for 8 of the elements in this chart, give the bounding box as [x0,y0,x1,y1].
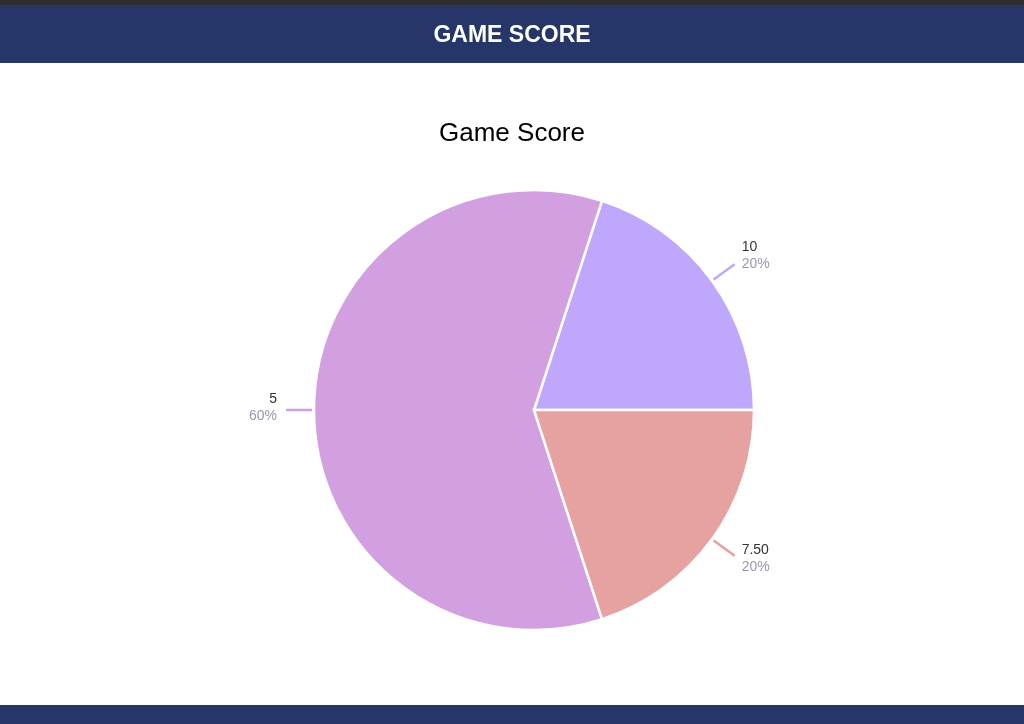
data-label: 60% [248,406,277,423]
data-label: 20% [741,557,770,574]
slice-label: 7.50 [741,540,770,557]
slice-label: 10 [741,238,758,255]
data-label: 20% [741,255,770,272]
chart-title: Game Score [439,117,585,147]
text: GAME SCORE [433,20,591,48]
slice-label: 5 [269,389,278,406]
